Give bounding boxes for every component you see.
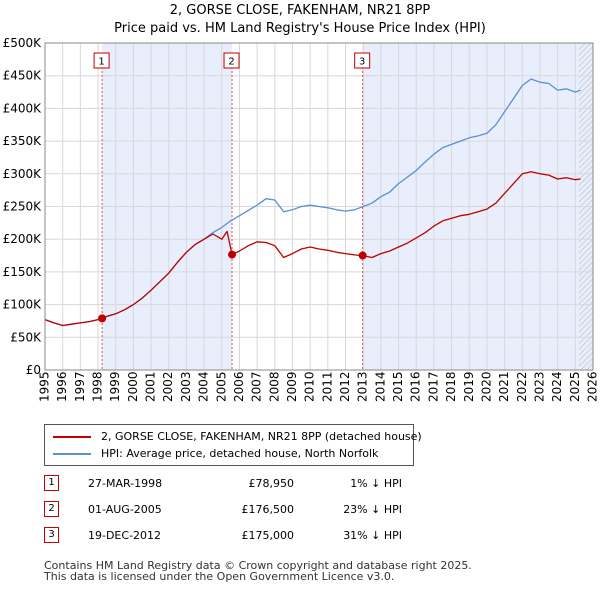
- x-tick-label: 2022: [515, 371, 529, 402]
- property-price-line: [44, 171, 581, 327]
- plot-frame: [44, 42, 594, 371]
- legend-item-property: 2, GORSE CLOSE, FAKENHAM, NR21 8PP (deta…: [53, 429, 422, 445]
- x-tick-label: 2024: [550, 371, 564, 402]
- sale-date: 27-MAR-1998: [88, 476, 163, 490]
- x-tick-label: 1995: [38, 371, 52, 402]
- sale-label-text: 2: [228, 57, 234, 68]
- x-tick-label: 1997: [73, 371, 87, 402]
- sale-price: £175,000: [241, 528, 295, 542]
- sale-label-1: 1: [93, 52, 110, 69]
- x-tick-label: 2016: [409, 371, 423, 402]
- x-tick-label: 2008: [267, 371, 281, 402]
- legend-label-property: 2, GORSE CLOSE, FAKENHAM, NR21 8PP (deta…: [101, 430, 422, 443]
- x-tick-label: 2012: [338, 371, 352, 402]
- x-tick-label: 2006: [232, 371, 246, 402]
- sale-label-box: [223, 52, 240, 69]
- sale-hpi-diff: 23% ↓ HPI: [343, 502, 402, 516]
- x-tick-label: 2005: [214, 371, 228, 402]
- x-tick-label: 2018: [444, 371, 458, 402]
- sale-label-text: 1: [98, 57, 104, 68]
- legend-item-hpi: HPI: Average price, detached house, Nort…: [53, 446, 403, 462]
- sale-price: £78,950: [248, 476, 295, 490]
- sale-point-2: [228, 250, 237, 259]
- sale-label-2: 2: [223, 52, 240, 69]
- x-tick-label: 2023: [532, 371, 546, 402]
- x-tick-label: 2014: [373, 371, 387, 402]
- x-tick-label: 2003: [179, 371, 193, 402]
- x-tick-label: 2002: [161, 371, 175, 402]
- y-tick-label: £500K: [3, 36, 43, 50]
- legend-swatch-hpi: [53, 453, 91, 455]
- x-tick-label: 1999: [108, 371, 122, 402]
- y-tick-label: £300K: [3, 167, 43, 181]
- sales-table: 1 27-MAR-1998 £78,950 1% ↓ HPI 2 01-AUG-…: [40, 470, 402, 548]
- x-tick-label: 2015: [391, 371, 405, 402]
- legend-label-hpi: HPI: Average price, detached house, Nort…: [101, 447, 379, 460]
- x-tick-label: 2004: [197, 371, 211, 402]
- y-tick-label: £150K: [3, 265, 43, 279]
- sale-label-box: [354, 52, 371, 69]
- x-tick-label: 2013: [356, 371, 370, 402]
- sale-label-3: 3: [354, 52, 371, 69]
- title-line-2: Price paid vs. HM Land Registry's House …: [114, 21, 486, 36]
- y-tick-label: £250K: [3, 200, 43, 214]
- table-row: 2 01-AUG-2005 £176,500 23% ↓ HPI: [40, 496, 402, 522]
- x-tick-label: 2019: [462, 371, 476, 402]
- x-tick-label: 2026: [586, 371, 600, 402]
- table-row: 1 27-MAR-1998 £78,950 1% ↓ HPI: [40, 470, 402, 496]
- sale-price: £176,500: [241, 502, 295, 516]
- x-tick-label: 1998: [91, 371, 105, 402]
- price-chart: 1 2 3 £0 £50K £100K £150K £200K £250K £300K £350K £…: [3, 36, 600, 402]
- sale-label-box: [93, 52, 110, 69]
- x-tick-label: 2017: [426, 371, 440, 402]
- sale-date: 01-AUG-2005: [88, 502, 162, 516]
- footer-line-2: This data is licensed under the Open Gov…: [44, 570, 395, 583]
- x-tick-label: 2010: [303, 371, 317, 402]
- y-tick-label: £400K: [3, 101, 43, 115]
- y-tick-label: £50K: [10, 330, 42, 344]
- x-tick-label: 2001: [144, 371, 158, 402]
- footer-line-1: Contains HM Land Registry data © Crown c…: [44, 559, 472, 572]
- x-tick-label: 2020: [479, 371, 493, 402]
- x-tick-label: 2000: [126, 371, 140, 402]
- y-tick-label: £200K: [3, 232, 43, 246]
- x-tick-label: 2021: [497, 371, 511, 402]
- sale-hpi-diff: 1% ↓ HPI: [350, 476, 402, 490]
- x-tick-label: 2011: [320, 371, 334, 402]
- sale-marker-1: 1: [44, 475, 59, 491]
- y-tick-label: £0: [26, 363, 41, 377]
- table-row: 3 19-DEC-2012 £175,000 31% ↓ HPI: [40, 522, 402, 548]
- title-line-1: 2, GORSE CLOSE, FAKENHAM, NR21 8PP: [169, 3, 431, 18]
- chart-title: 2, GORSE CLOSE, FAKENHAM, NR21 8PP Price…: [0, 2, 600, 38]
- footer: Contains HM Land Registry data © Crown c…: [44, 560, 472, 582]
- sale-point-1: [98, 314, 107, 323]
- x-tick-label: 1996: [55, 371, 69, 402]
- legend-swatch-property: [53, 436, 91, 438]
- sale-label-text: 3: [359, 57, 365, 68]
- x-tick-label: 2007: [250, 371, 264, 402]
- y-tick-label: £100K: [3, 298, 43, 312]
- y-tick-label: £450K: [3, 69, 43, 83]
- x-tick-label: 2009: [285, 371, 299, 402]
- y-tick-label: £350K: [3, 134, 43, 148]
- sale-hpi-diff: 31% ↓ HPI: [343, 528, 402, 542]
- sale-marker-2: 2: [44, 501, 59, 517]
- sale-date: 19-DEC-2012: [88, 528, 162, 542]
- sale-marker-3: 3: [44, 527, 59, 543]
- chart-legend: 2, GORSE CLOSE, FAKENHAM, NR21 8PP (deta…: [44, 424, 422, 466]
- x-tick-label: 2025: [568, 371, 582, 402]
- sale-point-3: [358, 251, 367, 260]
